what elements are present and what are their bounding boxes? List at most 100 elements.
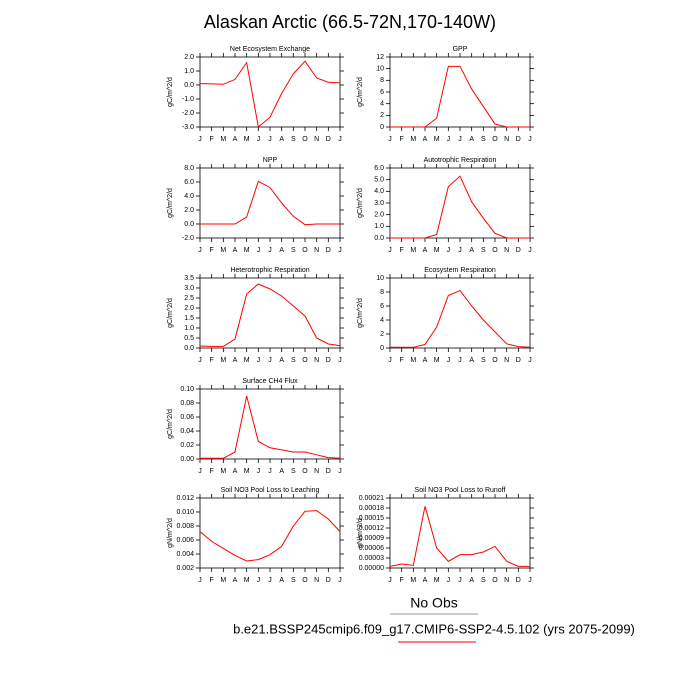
x-tick-label: J — [528, 357, 532, 364]
x-tick-label: S — [291, 136, 296, 143]
x-tick-label: O — [302, 577, 308, 584]
plot-frame — [389, 56, 531, 128]
x-tick-label: O — [302, 136, 308, 143]
x-tick-label: A — [233, 357, 238, 364]
data-line — [199, 283, 341, 347]
y-tick-label: -3.0 — [182, 124, 194, 131]
x-tick-label: D — [516, 247, 521, 254]
x-tick-label: J — [388, 577, 392, 584]
x-tick-label: J — [458, 136, 462, 143]
y-axis-label: gC/m^2/d — [357, 188, 364, 218]
x-tick-label: A — [279, 357, 284, 364]
y-tick-label: 4.0 — [374, 188, 384, 195]
x-tick-label: J — [528, 136, 532, 143]
x-tick-label: J — [257, 247, 261, 254]
x-tick-label: O — [492, 247, 498, 254]
panel-title: Soil NO3 Pool Loss to Leaching — [221, 487, 320, 494]
x-tick-label: D — [326, 577, 331, 584]
y-tick-label: 0.00003 — [359, 555, 384, 562]
panel-title: NPP — [263, 157, 278, 164]
x-tick-label: S — [481, 247, 486, 254]
x-tick-label: A — [233, 468, 238, 475]
x-tick-label: M — [220, 577, 226, 584]
x-tick-label: O — [302, 357, 308, 364]
y-tick-label: 0.06 — [180, 414, 194, 421]
x-tick-label: N — [504, 136, 509, 143]
plot-frame — [389, 497, 531, 569]
y-tick-label: 1.0 — [184, 325, 194, 332]
x-tick-label: N — [504, 357, 509, 364]
x-tick-label: J — [458, 357, 462, 364]
y-tick-label: 0.010 — [176, 509, 194, 516]
plot-frame — [389, 167, 531, 239]
y-tick-label: -2.0 — [182, 235, 194, 242]
x-tick-label: F — [210, 468, 214, 475]
x-tick-label: D — [326, 357, 331, 364]
y-tick-label: 2.0 — [184, 54, 194, 61]
x-tick-label: D — [516, 357, 521, 364]
y-tick-label: 0.10 — [180, 386, 194, 393]
x-tick-label: A — [469, 136, 474, 143]
x-tick-label: M — [410, 577, 416, 584]
x-tick-label: J — [338, 357, 342, 364]
panel-title: Autotrophic Respiration — [424, 157, 497, 164]
x-tick-label: F — [400, 247, 404, 254]
x-tick-label: N — [314, 577, 319, 584]
x-tick-label: M — [244, 577, 250, 584]
y-tick-label: 0.02 — [180, 442, 194, 449]
y-tick-label: 0.00021 — [359, 495, 384, 502]
y-tick-label: 4 — [380, 317, 384, 324]
x-tick-label: S — [481, 577, 486, 584]
y-tick-label: 0.00000 — [359, 565, 384, 572]
x-tick-label: M — [410, 247, 416, 254]
y-tick-label: 6.0 — [374, 165, 384, 172]
y-tick-label: 6.0 — [184, 179, 194, 186]
x-tick-label: N — [314, 357, 319, 364]
y-tick-label: 1.0 — [184, 68, 194, 75]
y-axis-label: gC/m^2/d — [357, 298, 364, 328]
y-tick-label: 3.5 — [184, 275, 194, 282]
plot-frame — [199, 277, 341, 349]
case-label: b.e21.BSSP245cmip6.f09_g17.CMIP6-SSP2-4.… — [233, 621, 635, 636]
data-line — [199, 510, 341, 562]
x-tick-label: S — [291, 577, 296, 584]
y-axis-label: gC/m^2/d — [167, 298, 174, 328]
x-tick-label: D — [516, 577, 521, 584]
x-tick-label: J — [338, 247, 342, 254]
x-tick-label: M — [244, 136, 250, 143]
x-tick-label: J — [198, 247, 202, 254]
y-tick-label: 0.00 — [180, 456, 194, 463]
y-tick-label: 0 — [380, 124, 384, 131]
obs-label: No Obs — [410, 595, 457, 611]
x-tick-label: M — [434, 136, 440, 143]
y-tick-label: 4 — [380, 101, 384, 108]
y-tick-label: 0.00015 — [359, 515, 384, 522]
x-tick-label: D — [516, 136, 521, 143]
y-tick-label: 0.5 — [184, 335, 194, 342]
x-tick-label: M — [244, 468, 250, 475]
y-tick-label: 10 — [376, 275, 384, 282]
panel-title: Heterotrophic Respiration — [230, 267, 309, 274]
x-tick-label: N — [504, 577, 509, 584]
x-tick-label: J — [268, 247, 272, 254]
x-tick-label: J — [257, 468, 261, 475]
x-tick-label: J — [447, 247, 451, 254]
plot-frame — [199, 497, 341, 569]
x-tick-label: A — [279, 247, 284, 254]
plot-frame — [199, 56, 341, 128]
y-tick-label: -2.0 — [182, 110, 194, 117]
x-tick-label: J — [268, 357, 272, 364]
y-tick-label: 0.00012 — [359, 525, 384, 532]
y-tick-label: 2 — [380, 112, 384, 119]
y-tick-label: 8 — [380, 77, 384, 84]
x-tick-label: A — [423, 247, 428, 254]
y-tick-label: 0.0 — [184, 82, 194, 89]
x-tick-label: A — [469, 357, 474, 364]
x-tick-label: O — [492, 357, 498, 364]
y-axis-label: gC/m^2/d — [167, 77, 174, 107]
y-tick-label: 1.0 — [374, 223, 384, 230]
x-tick-label: J — [528, 247, 532, 254]
x-tick-label: F — [210, 357, 214, 364]
y-tick-label: 2.5 — [184, 295, 194, 302]
